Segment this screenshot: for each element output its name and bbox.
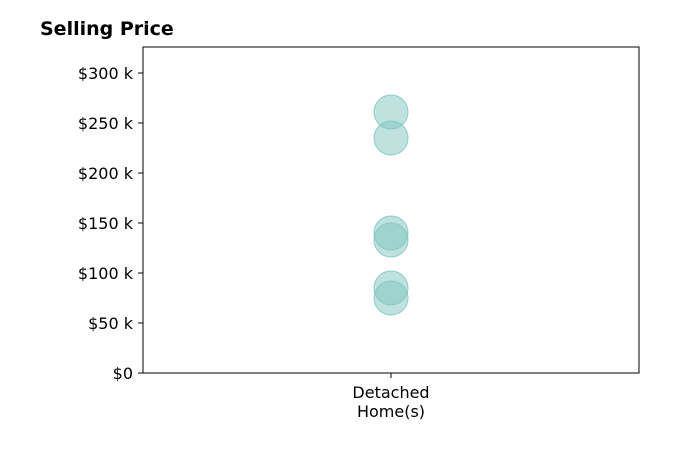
x-tick-label-line: Detached <box>352 383 429 402</box>
chart-title: Selling Price <box>40 18 174 40</box>
data-point <box>373 222 409 258</box>
y-tick-label: $200 k <box>78 164 134 183</box>
y-tick-label: $250 k <box>78 114 134 133</box>
data-points <box>373 94 409 316</box>
data-point <box>373 120 409 156</box>
x-axis: Detached Home(s) <box>352 373 430 421</box>
data-point <box>373 280 409 316</box>
x-tick-label-line: Home(s) <box>357 402 425 421</box>
y-tick-label: $100 k <box>78 264 134 283</box>
y-tick-label: $50 k <box>88 314 134 333</box>
y-tick-label: $0 <box>113 364 133 383</box>
x-tick-label: Detached Home(s) <box>352 383 429 421</box>
y-tick-label: $300 k <box>78 64 134 83</box>
plot-frame <box>142 46 640 374</box>
y-tick-label: $150 k <box>78 214 134 233</box>
y-axis: $0 $50 k $100 k $150 k $200 k $250 k $300 k <box>78 64 143 383</box>
